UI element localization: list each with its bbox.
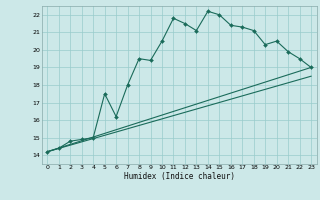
X-axis label: Humidex (Indice chaleur): Humidex (Indice chaleur)	[124, 172, 235, 181]
